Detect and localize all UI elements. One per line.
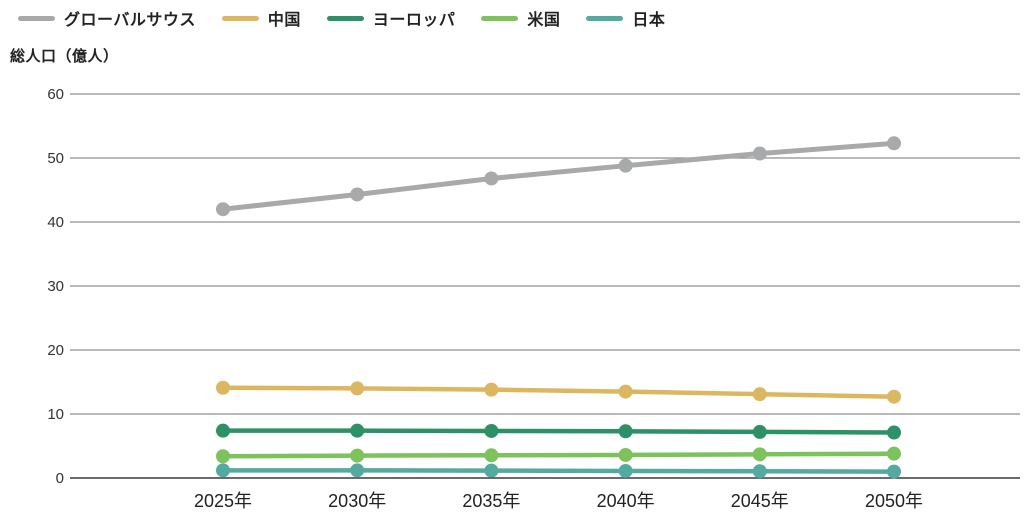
data-point-marker (484, 423, 499, 438)
data-point-marker (350, 448, 365, 463)
legend-item-4: 日本 (586, 6, 665, 30)
data-point-marker (484, 382, 499, 397)
data-point-marker (350, 381, 365, 396)
legend-label: グローバルサウス (64, 12, 196, 29)
legend-swatch-icon (326, 15, 364, 21)
x-tick-label: 2025年 (194, 491, 252, 511)
data-point-marker (887, 136, 901, 151)
data-point-marker (350, 423, 365, 438)
legend-item-0: グローバルサウス (18, 6, 196, 30)
data-point-marker (887, 446, 901, 461)
data-point-marker (618, 158, 633, 173)
data-point-marker (216, 202, 230, 217)
legend-label: 米国 (527, 12, 561, 29)
data-point-marker (752, 424, 767, 439)
data-point-marker (484, 171, 499, 186)
series-line (220, 140, 897, 212)
data-point-marker (350, 187, 365, 202)
series-line (220, 468, 897, 474)
series-line (220, 385, 897, 399)
data-point-marker (216, 463, 230, 478)
data-point-marker (887, 389, 901, 404)
series-line (220, 428, 897, 435)
y-tick-label: 50 (47, 150, 64, 167)
data-point-marker (484, 463, 499, 478)
data-point-marker (752, 464, 767, 479)
data-point-marker (216, 449, 230, 464)
data-point-marker (887, 464, 901, 479)
chart-legend: グローバルサウス 中国 ヨーロッパ 米国 日本 (18, 6, 665, 30)
y-tick-label: 40 (47, 214, 64, 231)
legend-swatch-icon (221, 15, 259, 21)
data-point-marker (887, 425, 901, 440)
legend-swatch-icon (481, 15, 519, 21)
y-tick-label: 30 (47, 278, 64, 295)
data-point-marker (618, 384, 633, 399)
data-point-marker (618, 447, 633, 462)
data-point-marker (216, 423, 230, 438)
data-point-marker (752, 387, 767, 402)
data-point-marker (618, 463, 633, 478)
data-point-marker (350, 463, 365, 478)
x-tick-label: 2050年 (865, 491, 923, 511)
series-line (220, 451, 897, 459)
x-tick-label: 2030年 (328, 491, 386, 511)
y-tick-label: 60 (47, 86, 64, 103)
legend-swatch-icon (18, 15, 55, 21)
legend-item-1: 中国 (221, 6, 301, 30)
x-tick-label: 2045年 (731, 491, 789, 511)
data-point-marker (484, 448, 499, 463)
legend-item-3: 米国 (481, 6, 560, 30)
legend-swatch-icon (586, 15, 624, 21)
data-point-marker (752, 146, 767, 161)
data-point-marker (618, 424, 633, 439)
data-point-marker (216, 380, 230, 395)
legend-label: 中国 (267, 12, 301, 29)
legend-label: 日本 (632, 12, 666, 29)
y-tick-label: 10 (47, 406, 64, 423)
legend-label: ヨーロッパ (372, 12, 456, 29)
y-axis-title: 総人口（億人） (10, 48, 119, 65)
legend-item-2: ヨーロッパ (326, 6, 456, 30)
y-tick-label: 20 (47, 342, 64, 359)
x-tick-label: 2040年 (597, 491, 655, 511)
y-tick-label: 0 (56, 470, 64, 487)
data-point-marker (752, 447, 767, 462)
x-tick-label: 2035年 (462, 491, 520, 511)
